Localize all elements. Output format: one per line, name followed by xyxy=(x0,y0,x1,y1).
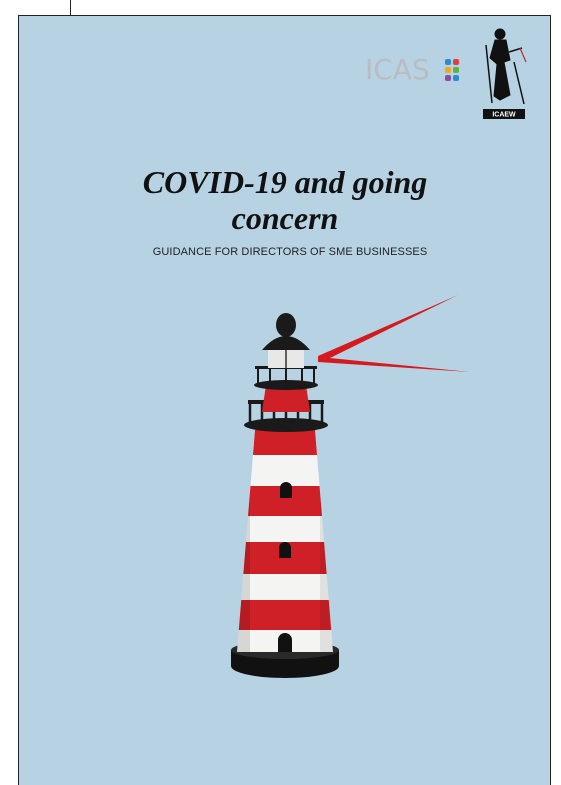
icas-dots xyxy=(445,59,459,81)
frame-line xyxy=(70,0,71,15)
lighthouse xyxy=(231,313,339,678)
icaew-logo: ICAEW xyxy=(492,111,516,118)
title: COVID-19 and going concern xyxy=(142,164,428,236)
subtitle: GUIDANCE FOR DIRECTORS OF SME BUSINESSES xyxy=(152,246,428,258)
icaew-figure xyxy=(485,28,527,105)
light-beam xyxy=(318,295,470,372)
icas-logo: ICAS xyxy=(365,53,430,86)
icaew-badge xyxy=(483,109,525,119)
